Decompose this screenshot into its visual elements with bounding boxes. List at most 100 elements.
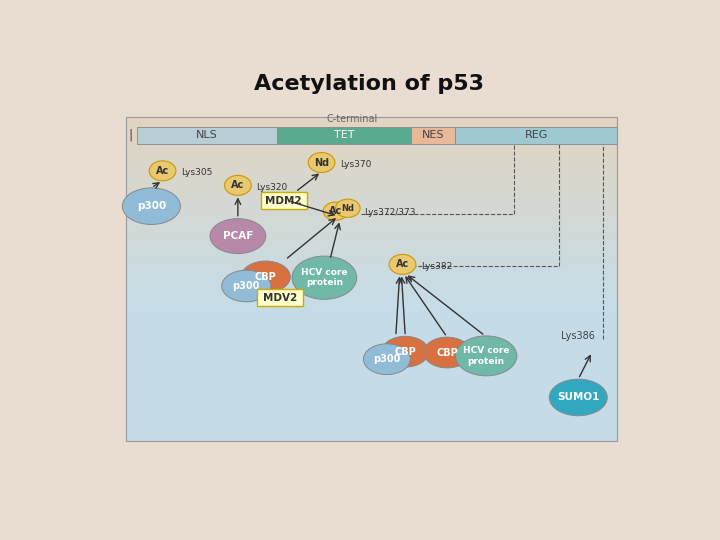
Bar <box>126 404 617 409</box>
Text: REG: REG <box>525 131 548 140</box>
Text: Lys386: Lys386 <box>562 332 595 341</box>
Bar <box>126 356 617 360</box>
Bar <box>126 246 617 251</box>
Bar <box>126 312 617 315</box>
Bar <box>126 157 617 161</box>
Bar <box>126 234 617 238</box>
Text: NES: NES <box>422 131 444 140</box>
Bar <box>126 279 617 283</box>
Bar <box>126 287 617 291</box>
Bar <box>126 340 617 344</box>
Circle shape <box>323 202 348 220</box>
Bar <box>126 170 617 173</box>
Bar <box>126 368 617 372</box>
Bar <box>126 413 617 417</box>
Bar <box>126 210 617 214</box>
Bar <box>126 307 617 312</box>
Text: Lys305: Lys305 <box>181 168 212 178</box>
Bar <box>126 433 617 437</box>
Circle shape <box>389 254 416 274</box>
Bar <box>126 178 617 181</box>
Bar <box>126 255 617 259</box>
Bar <box>126 425 617 429</box>
Bar <box>126 238 617 242</box>
Circle shape <box>308 152 335 172</box>
Bar <box>126 283 617 287</box>
Bar <box>126 173 617 178</box>
Bar <box>126 376 617 380</box>
Bar <box>126 275 617 279</box>
Bar <box>126 295 617 299</box>
Bar <box>456 127 617 144</box>
Bar <box>411 127 456 144</box>
Bar <box>126 214 617 218</box>
Bar <box>126 409 617 413</box>
Ellipse shape <box>364 344 410 375</box>
Text: Nd: Nd <box>341 204 354 213</box>
Bar <box>126 401 617 404</box>
Ellipse shape <box>122 188 181 225</box>
Bar <box>277 127 411 144</box>
Text: Lys382: Lys382 <box>421 262 452 271</box>
Bar <box>126 198 617 202</box>
Ellipse shape <box>241 261 290 293</box>
Text: C-terminal: C-terminal <box>327 114 378 124</box>
Bar <box>138 127 277 144</box>
Text: HCV core
protein: HCV core protein <box>463 346 510 366</box>
Text: Ac: Ac <box>396 259 409 269</box>
Text: Ac: Ac <box>231 180 245 191</box>
Bar <box>126 348 617 352</box>
Bar <box>126 421 617 425</box>
Bar <box>126 267 617 271</box>
Bar <box>126 352 617 356</box>
Bar <box>126 396 617 401</box>
Text: MDV2: MDV2 <box>263 293 297 302</box>
Text: Nd: Nd <box>314 158 329 167</box>
Text: TET: TET <box>333 131 354 140</box>
Bar <box>126 336 617 340</box>
Ellipse shape <box>423 337 471 368</box>
Text: Ac: Ac <box>156 166 169 176</box>
Bar <box>126 291 617 295</box>
Text: PCAF: PCAF <box>222 231 253 241</box>
Bar <box>257 289 302 306</box>
Text: p300: p300 <box>137 201 166 211</box>
Bar <box>126 153 617 157</box>
Bar <box>126 437 617 441</box>
Bar <box>126 222 617 226</box>
Text: Lys372/373: Lys372/373 <box>364 208 416 217</box>
Bar <box>126 137 617 141</box>
Text: CBP: CBP <box>255 272 276 282</box>
Text: CBP: CBP <box>436 348 458 357</box>
Text: NLS: NLS <box>197 131 218 140</box>
Bar <box>126 364 617 368</box>
Ellipse shape <box>549 379 607 416</box>
Ellipse shape <box>292 256 356 299</box>
Bar <box>126 380 617 384</box>
Text: Lys370: Lys370 <box>340 160 372 169</box>
Text: SUMO1: SUMO1 <box>557 393 600 402</box>
Text: HCV core
protein: HCV core protein <box>301 268 348 287</box>
Text: CBP: CBP <box>395 347 416 357</box>
Bar <box>126 190 617 194</box>
Bar <box>126 165 617 170</box>
Bar <box>126 125 617 129</box>
Text: p300: p300 <box>233 281 260 291</box>
Bar <box>126 360 617 364</box>
Bar <box>126 226 617 230</box>
Circle shape <box>225 176 251 195</box>
Circle shape <box>336 199 360 218</box>
Text: p300: p300 <box>373 354 400 364</box>
Text: Acetylation of p53: Acetylation of p53 <box>254 73 484 93</box>
Bar <box>126 251 617 255</box>
Bar <box>126 328 617 332</box>
Bar <box>126 161 617 165</box>
Ellipse shape <box>210 219 266 254</box>
Bar <box>126 320 617 323</box>
Bar <box>126 259 617 263</box>
Bar <box>126 141 617 145</box>
Bar <box>126 271 617 275</box>
Bar <box>126 117 617 441</box>
Bar <box>126 230 617 234</box>
Bar <box>126 181 617 186</box>
